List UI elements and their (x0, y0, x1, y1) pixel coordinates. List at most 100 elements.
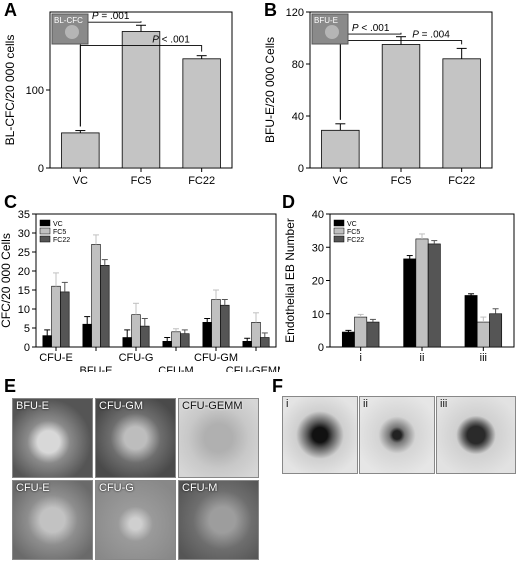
bar-vc-i (341, 331, 355, 348)
bar-fc5-i (354, 316, 368, 348)
y-tick-label: 0 (24, 342, 30, 354)
y-tick-label: 0 (318, 342, 324, 354)
x-tick-label: BFU-E (80, 365, 113, 372)
y-tick-label: 40 (292, 111, 304, 123)
inset-label: BFU-E (314, 16, 338, 25)
bar-fc22-cfu-gemm (260, 337, 270, 348)
micrograph-cfu-gemm: CFU-GEMM (178, 398, 259, 478)
legend-swatch (39, 219, 51, 227)
bar-fc22-cfu-gm (220, 304, 230, 348)
y-tick-label: 5 (24, 323, 30, 335)
y-tick-label: 100 (26, 85, 44, 97)
bar-vc-cfu-gemm (242, 341, 252, 348)
x-tick-label: FC22 (448, 175, 475, 187)
bar-fc5-cfu-m (171, 331, 181, 348)
y-axis-label: BFU-E/20 000 Cells (263, 37, 277, 143)
micrograph-label: iii (440, 398, 448, 410)
x-tick-label: ii (420, 352, 425, 364)
x-tick-label: CFU-GEMM (226, 365, 280, 372)
bar-fc5 (381, 44, 421, 169)
bar-vc-iii (464, 295, 478, 348)
micrograph-cfu-g: CFU-G (95, 480, 176, 560)
bar-fc5-ii (415, 238, 429, 348)
bar-vc-cfu-g (122, 337, 132, 348)
x-tick-label: FC5 (391, 175, 412, 187)
bar-vc-cfu-gm (202, 322, 212, 348)
micrograph-label: CFU-G (99, 482, 134, 494)
legend-label: FC22 (347, 237, 364, 244)
legend-label: FC5 (53, 229, 66, 236)
bar-fc5-cfu-gm (211, 299, 221, 348)
y-tick-label: 20 (312, 276, 324, 288)
p-value-label: P = .004 (412, 30, 450, 41)
bar-fc5-cfu-gemm (251, 322, 261, 348)
micrograph-label: CFU-M (182, 482, 218, 494)
y-tick-label: 15 (18, 285, 30, 297)
legend-label: FC22 (53, 237, 70, 244)
micrograph-label: i (286, 398, 289, 410)
bar-fc5-cfu-g (131, 314, 141, 348)
panel-label-a: A (4, 0, 17, 20)
bar-fc22-ii (427, 243, 441, 348)
x-tick-label: VC (333, 175, 348, 187)
x-tick-label: CFU-M (158, 365, 193, 372)
y-axis-label: BL-CFC/20 000 cells (3, 35, 17, 146)
y-axis-label: CFC/20 000 Cells (0, 233, 13, 328)
y-tick-label: 0 (38, 163, 44, 175)
micrograph-label: ii (363, 398, 368, 410)
y-tick-label: 35 (18, 209, 30, 221)
micrograph-cfu-e: CFU-E (12, 480, 93, 560)
y-tick-label: 10 (312, 309, 324, 321)
legend-swatch (333, 227, 345, 235)
y-tick-label: 30 (312, 242, 324, 254)
micrograph-cfu-gm: CFU-GM (95, 398, 176, 478)
legend-label: FC5 (347, 229, 360, 236)
p-value-label: P < .001 (352, 23, 390, 34)
inset-colony (65, 25, 79, 39)
y-tick-label: 0 (298, 163, 304, 175)
bar-vc (61, 132, 100, 169)
legend-swatch (39, 235, 51, 243)
significance-bracket (79, 45, 203, 127)
bar-fc22-cfu-g (140, 325, 150, 348)
x-tick-label: CFU-GM (194, 352, 238, 364)
bar-vc-cfu-m (162, 341, 172, 348)
bar-fc5-cfu-e (51, 285, 61, 348)
micrograph-cfu-m: CFU-M (178, 480, 259, 560)
significance-bracket (339, 40, 463, 120)
bar-vc-cfu-e (42, 335, 52, 348)
legend-swatch (39, 227, 51, 235)
x-tick-label: FC5 (131, 175, 152, 187)
legend-label: VC (347, 221, 357, 228)
panel-label-e: E (4, 376, 17, 396)
inset-micrograph: BFU-E (311, 13, 349, 45)
chart-a: 0 100 VC FC5 FC22 P = .001 P < .001 BL-CFC BL-CF… (3, 11, 233, 187)
legend-swatch (333, 235, 345, 243)
bar-fc5 (121, 31, 161, 169)
micrograph-eb-iii: iii (436, 396, 516, 474)
bar-fc22-cfu-m (180, 333, 190, 348)
y-axis-label: Endothelial EB Number (283, 218, 297, 343)
y-tick-label: 25 (18, 247, 30, 259)
micrograph-bfu-e: BFU-E (12, 398, 93, 478)
inset-colony (325, 25, 339, 39)
panel-label-b: B (264, 0, 277, 20)
y-tick-label: 80 (292, 59, 304, 71)
y-tick-label: 10 (18, 304, 30, 316)
legend-label: VC (53, 221, 63, 228)
x-tick-label: CFU-E (39, 352, 73, 364)
x-tick-label: iii (480, 352, 487, 364)
p-value-label: P = .001 (92, 11, 130, 22)
y-tick-label: 40 (312, 209, 324, 221)
p-value-label: P < .001 (152, 35, 190, 46)
inset-micrograph: BL-CFC (51, 13, 89, 45)
bar-fc22 (442, 58, 481, 169)
micrograph-label: CFU-GM (99, 400, 143, 412)
bar-fc5-iii (476, 321, 490, 348)
micrograph-label: CFU-GEMM (182, 400, 243, 412)
bar-fc5-bfu-e (91, 244, 101, 348)
micrograph-eb-ii: ii (359, 396, 435, 474)
micrograph-label: BFU-E (16, 400, 49, 412)
panel-label-f: F (272, 376, 283, 396)
chart-c: 0 5 10 15 20 25 30 35 CFU-E BFU-E CFU-G CFU-MCFU-GM… (0, 209, 280, 372)
